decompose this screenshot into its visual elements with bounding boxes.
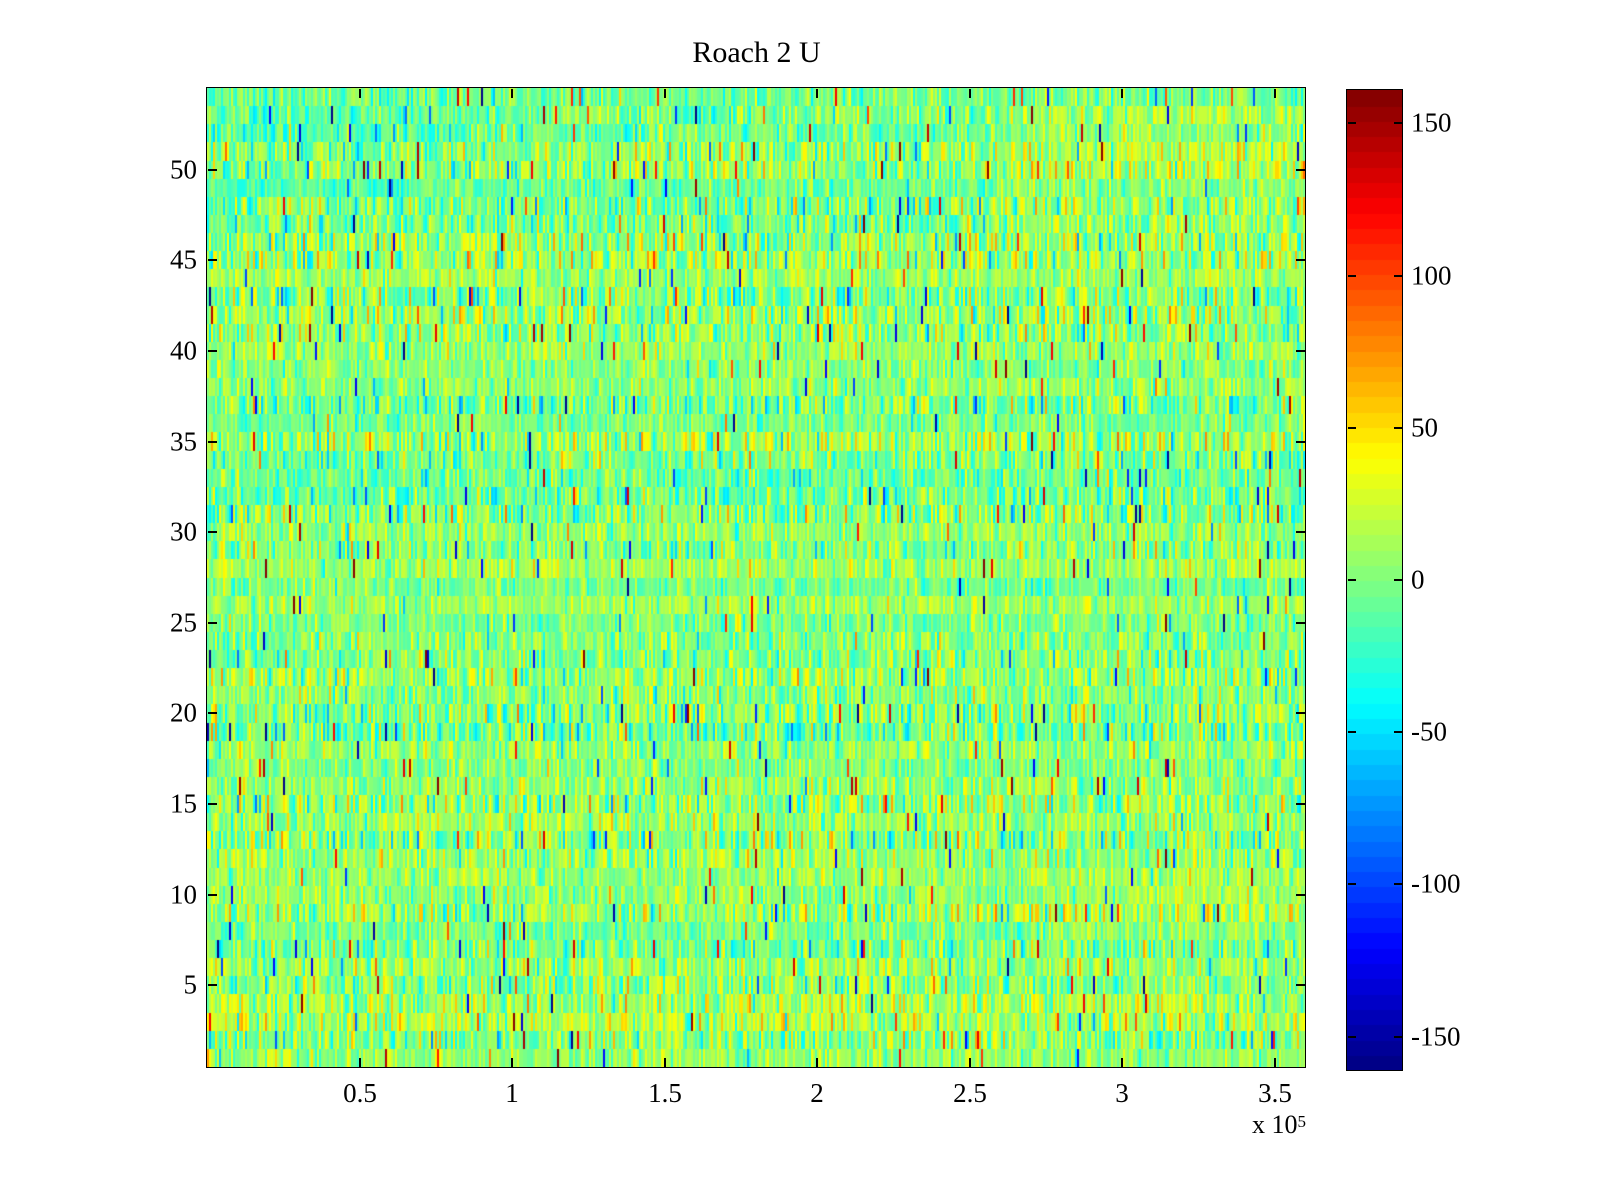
colorbar-tick-mark-left [1348,579,1356,581]
y-tick-mark-right [1296,441,1305,443]
y-tick-mark-left [208,984,217,986]
y-tick-mark-left [208,622,217,624]
plot-title: Roach 2 U [692,36,821,69]
colorbar-tick-label: -150 [1411,1021,1461,1052]
y-tick-label: 35 [170,426,197,457]
y-tick-label: 30 [170,516,197,547]
y-tick-mark-right [1296,712,1305,714]
x-tick-label: 3 [1115,1078,1129,1108]
colorbar-tick-mark-left [1348,883,1356,885]
y-tick-label: 50 [170,154,197,185]
y-tick-mark-right [1296,894,1305,896]
colorbar-tick-label: -100 [1411,868,1461,899]
x-tick-mark-bottom [359,1058,361,1067]
x-axis-multiplier-base: x 10 [1252,1110,1298,1139]
x-tick-label: 2.5 [953,1078,987,1108]
x-tick-mark-bottom [664,1058,666,1067]
x-tick-mark-top [511,89,513,98]
y-tick-label: 10 [170,879,197,910]
x-tick-label: 1 [505,1078,519,1108]
colorbar-tick-mark-right [1394,1036,1402,1038]
x-tick-mark-top [664,89,666,98]
x-axis-multiplier-exponent: 5 [1297,1112,1307,1131]
y-tick-mark-left [208,712,217,714]
x-tick-mark-bottom [816,1058,818,1067]
colorbar-tick-mark-left [1348,275,1356,277]
x-tick-mark-bottom [969,1058,971,1067]
y-tick-mark-left [208,803,217,805]
y-tick-mark-right [1296,803,1305,805]
colorbar-tick-mark-left [1348,122,1356,124]
y-tick-mark-left [208,169,217,171]
colorbar-tick-mark-right [1394,122,1402,124]
y-tick-mark-right [1296,169,1305,171]
heatmap-image [207,88,1305,1067]
x-tick-mark-bottom [1121,1058,1123,1067]
colorbar-gradient [1347,90,1402,1070]
y-tick-mark-left [208,894,217,896]
colorbar-tick-mark-left [1348,731,1356,733]
x-tick-mark-top [816,89,818,98]
y-tick-label: 45 [170,244,197,275]
y-tick-label: 5 [183,969,198,1000]
y-tick-label: 20 [170,697,197,728]
y-tick-mark-left [208,531,217,533]
colorbar-tick-mark-right [1394,275,1402,277]
x-tick-mark-top [359,89,361,98]
colorbar-tick-label: 50 [1411,412,1438,443]
colorbar-tick-mark-left [1348,1036,1356,1038]
y-tick-mark-right [1296,350,1305,352]
x-tick-mark-top [1274,89,1276,98]
colorbar-tick-mark-right [1394,883,1402,885]
x-tick-label: 3.5 [1258,1078,1292,1108]
x-axis-multiplier: x 105 [1106,1112,1306,1138]
x-tick-label: 2 [810,1078,824,1108]
colorbar-tick-label: -50 [1411,716,1447,747]
x-tick-mark-top [969,89,971,98]
y-tick-mark-left [208,259,217,261]
y-tick-mark-left [208,350,217,352]
y-tick-mark-right [1296,259,1305,261]
colorbar-tick-mark-right [1394,731,1402,733]
x-tick-mark-bottom [511,1058,513,1067]
colorbar-tick-mark-left [1348,427,1356,429]
y-tick-mark-right [1296,622,1305,624]
y-tick-mark-right [1296,531,1305,533]
colorbar-tick-label: 150 [1411,107,1452,138]
colorbar-tick-mark-right [1394,427,1402,429]
y-tick-label: 40 [170,335,197,366]
y-tick-mark-right [1296,984,1305,986]
colorbar-tick-label: 0 [1411,564,1425,595]
y-tick-mark-left [208,441,217,443]
y-tick-label: 15 [170,788,197,819]
colorbar-tick-mark-right [1394,579,1402,581]
colorbar-tick-label: 100 [1411,260,1452,291]
x-tick-mark-top [1121,89,1123,98]
x-tick-label: 0.5 [343,1078,377,1108]
y-tick-label: 25 [170,607,197,638]
x-tick-label: 1.5 [648,1078,682,1108]
x-tick-mark-bottom [1274,1058,1276,1067]
